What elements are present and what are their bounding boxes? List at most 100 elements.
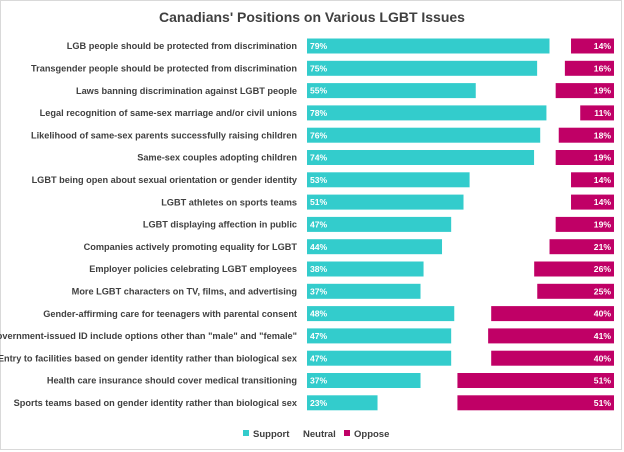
oppose-value-label: 40% [594, 353, 612, 363]
oppose-bar [580, 105, 614, 121]
support-bar [307, 38, 550, 54]
neutral-bar [475, 83, 556, 99]
support-value-label: 79% [310, 41, 328, 51]
oppose-value-label: 41% [594, 331, 612, 341]
oppose-value-label: 19% [594, 153, 612, 163]
support-bar [307, 395, 378, 411]
support-bar [307, 194, 464, 210]
category-label: Likelihood of same-sex parents successfu… [31, 130, 297, 140]
oppose-bar [555, 83, 614, 99]
neutral-bar [469, 172, 572, 188]
support-bar [307, 216, 452, 232]
legend-support-swatch [243, 430, 249, 436]
category-label: LGBT being open about sexual orientation… [32, 175, 298, 185]
oppose-value-label: 19% [594, 220, 612, 230]
oppose-value-label: 19% [594, 86, 612, 96]
legend-neutral-swatch [293, 430, 299, 436]
legend: Support Neutral Oppose [243, 429, 389, 440]
category-label: More LGBT characters on TV, films, and a… [72, 287, 297, 297]
legend-support-label: Support [253, 429, 290, 440]
oppose-value-label: 26% [594, 264, 612, 274]
category-label: LGBT athletes on sports teams [161, 197, 297, 207]
oppose-bar [555, 216, 614, 232]
support-value-label: 37% [310, 286, 328, 296]
support-value-label: 47% [310, 220, 328, 230]
support-value-label: 51% [310, 197, 328, 207]
neutral-bar [420, 373, 458, 388]
legend-oppose-swatch [344, 430, 350, 436]
oppose-bar [571, 172, 614, 188]
neutral-bar [540, 127, 559, 143]
support-value-label: 75% [310, 63, 328, 73]
support-bar [307, 150, 535, 165]
support-bar [307, 127, 541, 143]
support-value-label: 38% [310, 264, 328, 274]
neutral-bar [546, 105, 581, 121]
support-value-label: 44% [310, 242, 328, 252]
support-value-label: 76% [310, 130, 328, 140]
support-bar [307, 350, 452, 366]
oppose-value-label: 18% [594, 130, 612, 140]
support-value-label: 47% [310, 331, 328, 341]
oppose-value-label: 14% [594, 197, 612, 207]
oppose-value-label: 14% [594, 175, 612, 185]
neutral-bar [451, 350, 492, 366]
support-value-label: 78% [310, 108, 328, 118]
category-label: Gender-affirming care for teenagers with… [43, 309, 297, 319]
support-bar [307, 261, 424, 277]
neutral-bar [537, 60, 565, 76]
legend-oppose-label: Oppose [354, 429, 389, 440]
category-label: Laws banning discrimination against LGBT… [76, 86, 297, 96]
support-value-label: 23% [310, 398, 328, 408]
oppose-value-label: 16% [594, 63, 612, 73]
oppose-bar [571, 38, 614, 54]
category-label: Health care insurance should cover medic… [47, 376, 297, 386]
category-label: Government-issued ID include options oth… [0, 331, 297, 341]
oppose-bar [491, 306, 614, 322]
oppose-bar [457, 395, 614, 411]
support-bar [307, 239, 443, 255]
category-label: Same-sex couples adopting children [137, 153, 297, 163]
support-value-label: 74% [310, 153, 328, 163]
bars: 79% 14% 75% 16% 55% 19% 78% 11% 76% 18% 74% 19% 53% 1… [307, 38, 614, 411]
neutral-bar [534, 150, 556, 165]
chart-title: Canadians' Positions on Various LGBT Iss… [159, 9, 465, 25]
oppose-bar [488, 328, 614, 344]
support-value-label: 48% [310, 309, 328, 319]
legend-neutral-label: Neutral [303, 429, 336, 440]
neutral-bar [423, 261, 535, 277]
category-labels: LGB people should be protected from disc… [0, 41, 298, 408]
category-label: Companies actively promoting equality fo… [84, 242, 298, 252]
support-bar [307, 328, 452, 344]
support-value-label: 37% [310, 376, 328, 386]
support-value-label: 53% [310, 175, 328, 185]
category-label: Employer policies celebrating LGBT emplo… [89, 264, 297, 274]
support-value-label: 55% [310, 86, 328, 96]
oppose-bar [564, 60, 614, 76]
oppose-value-label: 51% [594, 376, 612, 386]
oppose-value-label: 11% [594, 108, 611, 118]
oppose-value-label: 21% [594, 242, 612, 252]
neutral-bar [549, 38, 572, 54]
neutral-bar [451, 216, 556, 232]
oppose-bar [571, 194, 614, 210]
neutral-bar [377, 395, 458, 411]
category-label: LGBT displaying affection in public [143, 220, 297, 230]
oppose-value-label: 25% [594, 286, 612, 296]
oppose-bar [555, 150, 614, 165]
support-bar [307, 306, 455, 322]
neutral-bar [442, 239, 550, 255]
support-bar [307, 60, 538, 76]
oppose-bar [534, 261, 614, 277]
oppose-value-label: 51% [594, 398, 612, 408]
oppose-bar [558, 127, 614, 143]
oppose-bar [457, 373, 614, 388]
support-bar [307, 283, 421, 299]
oppose-value-label: 14% [594, 41, 612, 51]
oppose-bar [549, 239, 614, 255]
support-bar [307, 83, 476, 99]
oppose-value-label: 40% [594, 309, 612, 319]
support-value-label: 47% [310, 353, 328, 363]
